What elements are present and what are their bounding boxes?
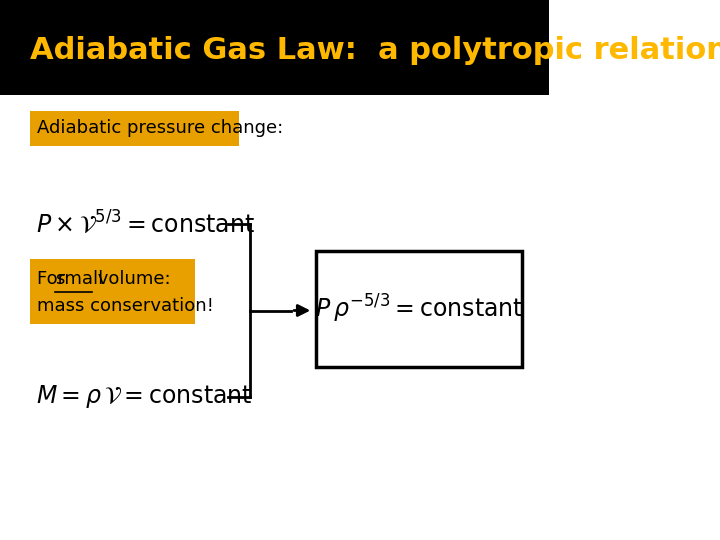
FancyBboxPatch shape	[30, 111, 239, 146]
Text: Adiabatic Gas Law:  a polytropic relation: Adiabatic Gas Law: a polytropic relation	[30, 36, 720, 65]
FancyBboxPatch shape	[316, 251, 522, 367]
Text: small: small	[55, 269, 104, 288]
Text: $P\,\rho^{-5/3} = \mathrm{constant}$: $P\,\rho^{-5/3} = \mathrm{constant}$	[315, 293, 523, 325]
FancyBboxPatch shape	[0, 0, 549, 94]
Text: $P \times \mathcal{V}^{5/3} = \mathrm{constant}$: $P \times \mathcal{V}^{5/3} = \mathrm{co…	[36, 211, 255, 238]
Text: For: For	[37, 269, 71, 288]
Text: volume:: volume:	[91, 269, 171, 288]
FancyBboxPatch shape	[30, 259, 195, 324]
Text: Adiabatic pressure change:: Adiabatic pressure change:	[37, 119, 283, 137]
Text: mass conservation!: mass conservation!	[37, 297, 214, 315]
Text: $M = \rho\,\mathcal{V} = \mathrm{constant}$: $M = \rho\,\mathcal{V} = \mathrm{constan…	[36, 383, 252, 410]
